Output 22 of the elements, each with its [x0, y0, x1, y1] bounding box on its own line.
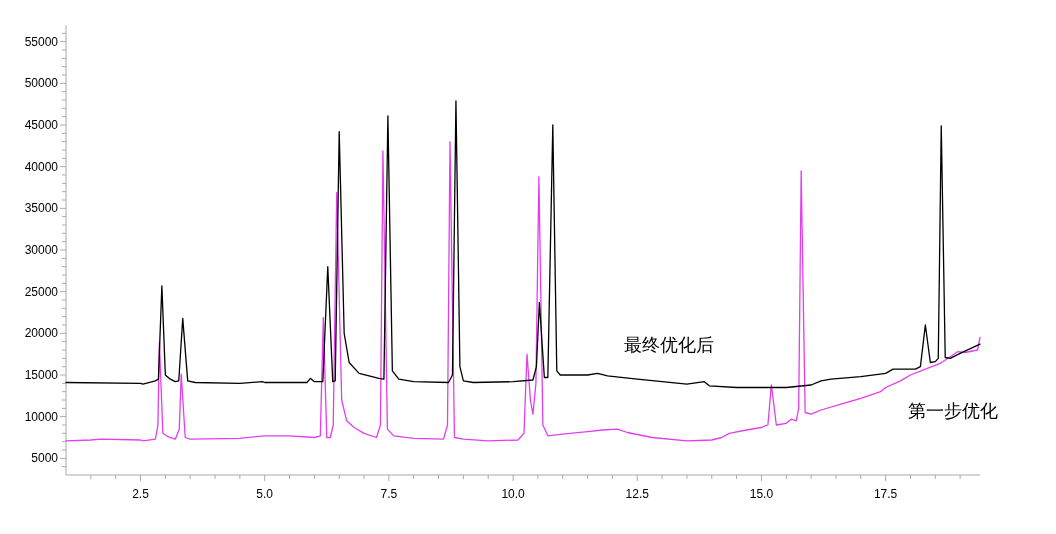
x-tick-label: 15.0: [749, 487, 774, 501]
y-tick-label: 50000: [24, 76, 59, 91]
line-series: [65, 100, 981, 389]
y-tick-label: 10000: [24, 409, 59, 424]
x-tick-label: 10.0: [501, 487, 526, 501]
x-tick-label: 2.5: [132, 487, 150, 501]
y-tick-label: 15000: [24, 368, 59, 382]
x-tick-label: 7.5: [380, 487, 398, 501]
line-series: [65, 141, 981, 442]
y-tick-label: 45000: [24, 118, 59, 132]
x-tick-label: 12.5: [625, 487, 650, 501]
y-tick-label: 40000: [24, 159, 59, 174]
y-tick-label: 20000: [24, 326, 59, 341]
series-label: 最终优化后: [624, 335, 715, 356]
y-tick-label: 30000: [24, 243, 59, 257]
series-label: 第一步优化: [907, 400, 998, 421]
y-tick-label: 55000: [24, 34, 59, 49]
x-tick-label: 17.5: [873, 487, 898, 501]
y-tick-label: 25000: [24, 284, 59, 299]
y-tick-label: 35000: [24, 201, 59, 216]
x-tick-label: 5.0: [256, 487, 274, 501]
y-tick-label: 5000: [31, 451, 59, 466]
